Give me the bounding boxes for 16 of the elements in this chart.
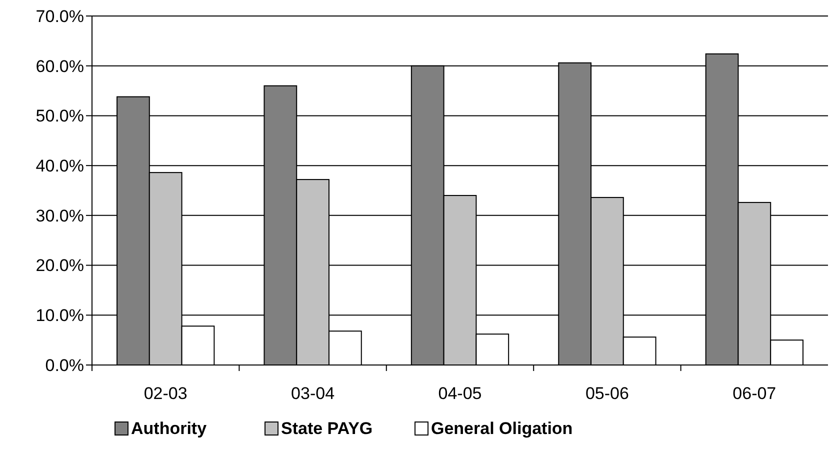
y-tick-label: 20.0% — [36, 256, 84, 276]
y-tick-label: 40.0% — [36, 156, 84, 176]
x-tick-label: 06-07 — [732, 384, 776, 403]
y-tick-label: 60.0% — [36, 56, 84, 76]
x-tick-label: 05-06 — [585, 384, 629, 403]
x-tick-label: 04-05 — [438, 384, 482, 403]
y-tick-label: 70.0% — [36, 6, 84, 26]
x-tick-label: 02-03 — [144, 384, 188, 403]
legend-label: State PAYG — [281, 419, 373, 438]
y-tick-label: 0.0% — [45, 356, 84, 375]
legend-label: Authority — [131, 419, 208, 438]
legend-label: General Oligation — [431, 419, 573, 438]
y-tick-label: 30.0% — [36, 206, 84, 226]
y-tick-label: 50.0% — [36, 106, 84, 126]
y-tick-label: 10.0% — [36, 306, 84, 326]
x-tick-label: 03-04 — [291, 384, 335, 403]
